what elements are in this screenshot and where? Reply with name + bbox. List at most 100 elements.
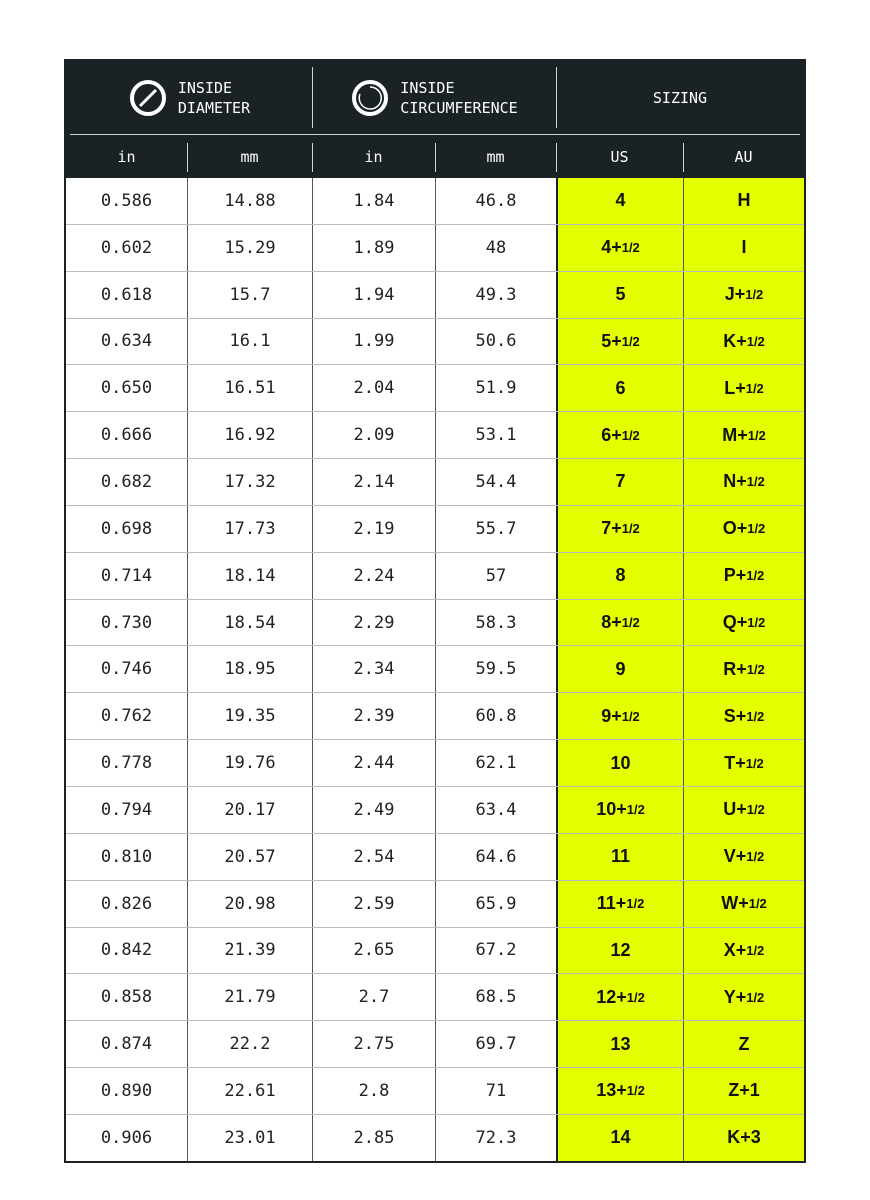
- size-fraction: 1/2: [746, 849, 765, 865]
- diameter-in-cell: 0.714: [100, 565, 153, 586]
- diameter-mm-cell: 20.98: [187, 880, 312, 927]
- table-row: 0.794 20.17 2.49 63.4 10+ 1/2 U+ 1/2: [66, 785, 804, 833]
- size-main: U+: [723, 799, 747, 820]
- circumference-in-cell: 2.14: [312, 459, 435, 505]
- circumference-mm-cell: 60.8: [435, 693, 556, 740]
- size-main: 5: [615, 284, 626, 305]
- size-fraction: 1/2: [747, 521, 766, 537]
- sizing-header: SIZING: [556, 61, 804, 134]
- size-main: 9+: [601, 705, 622, 726]
- size-main: N+: [723, 471, 747, 492]
- diameter-in-cell: 0.810: [100, 846, 153, 867]
- sizing-label: SIZING: [652, 88, 708, 107]
- size-main: 13: [610, 1033, 631, 1054]
- size-fraction: 1/2: [745, 287, 764, 303]
- circumference-in-cell: 1.84: [312, 178, 435, 224]
- diameter-in-cell: 0.698: [100, 518, 153, 539]
- size-fraction: 1/2: [746, 708, 765, 724]
- size-main: R+: [723, 658, 747, 679]
- size-main: 8+: [601, 612, 622, 633]
- au-size-cell: R+ 1/2: [683, 646, 804, 693]
- diameter-in-cell: 0.746: [100, 659, 153, 680]
- circumference-in-cell: 2.24: [312, 552, 435, 599]
- us-size-cell: 6+ 1/2: [556, 412, 683, 459]
- circumference-mm-cell: 46.8: [435, 178, 556, 224]
- table-row: 0.874 22.2 2.75 69.7 13 Z: [66, 1020, 804, 1068]
- au-size-cell: Y+ 1/2: [683, 974, 804, 1021]
- us-size-cell: 13: [556, 1021, 683, 1068]
- au-size-cell: J+ 1/2: [683, 271, 804, 318]
- diameter-in-cell: 0.842: [100, 940, 153, 961]
- diameter-in-cell: 0.826: [100, 893, 153, 914]
- size-main: K+3: [727, 1127, 761, 1148]
- table-body: 0.586 14.88 1.84 46.8 4 H 0.602 15.29 1.89 48 4+ 1/…: [66, 178, 804, 1161]
- size-main: 11: [610, 846, 631, 867]
- size-main: 10: [610, 752, 631, 773]
- table-row: 0.586 14.88 1.84 46.8 4 H: [66, 178, 804, 224]
- us-size-cell: 12+ 1/2: [556, 974, 683, 1021]
- header-line: CIRCUMFERENCE: [400, 98, 518, 117]
- size-main: X+: [723, 939, 747, 960]
- diameter-in-cell: 0.762: [100, 706, 153, 727]
- circumference-in-cell: 2.34: [312, 646, 435, 693]
- inside-circumference-header: INSIDE CIRCUMFERENCE: [312, 61, 556, 134]
- header-line: INSIDE: [400, 78, 455, 97]
- au-size-cell: O+ 1/2: [683, 505, 804, 552]
- us-size-cell: 7+ 1/2: [556, 505, 683, 552]
- unit-header: in: [312, 135, 435, 178]
- us-size-cell: 12: [556, 927, 683, 974]
- us-size-cell: 11: [556, 833, 683, 880]
- circumference-mm-cell: 49.3: [435, 271, 556, 318]
- size-fraction: 1/2: [746, 568, 765, 584]
- size-main: 12: [610, 939, 631, 960]
- size-main: W+: [721, 893, 749, 914]
- au-size-cell: I: [683, 224, 804, 271]
- table-row: 0.634 16.1 1.99 50.6 5+ 1/2 K+ 1/2: [66, 317, 804, 365]
- inside-diameter-header: INSIDE DIAMETER: [66, 61, 312, 134]
- diameter-in-cell: 0.778: [100, 753, 153, 774]
- size-main: S+: [723, 705, 747, 726]
- size-main: P+: [723, 565, 747, 586]
- size-fraction: 1/2: [747, 615, 766, 631]
- au-size-cell: Q+ 1/2: [683, 599, 804, 646]
- size-fraction: 1/2: [626, 1083, 645, 1099]
- au-size-cell: K+3: [683, 1114, 804, 1161]
- us-size-cell: 6: [556, 365, 683, 412]
- circumference-mm-cell: 58.3: [435, 599, 556, 646]
- au-size-cell: Z: [683, 1021, 804, 1068]
- circumference-in-cell: 2.59: [312, 880, 435, 927]
- size-main: 4+: [601, 237, 622, 258]
- diameter-in-cell: 0.682: [100, 471, 153, 492]
- circumference-mm-cell: 71: [435, 1068, 556, 1114]
- table-row: 0.762 19.35 2.39 60.8 9+ 1/2 S+ 1/2: [66, 692, 804, 740]
- size-main: 11+: [596, 893, 627, 914]
- au-size-cell: H: [683, 178, 804, 224]
- circumference-in-cell: 1.99: [312, 318, 435, 365]
- table-row: 0.714 18.14 2.24 57 8 P+ 1/2: [66, 551, 804, 599]
- circumference-in-cell: 2.09: [312, 412, 435, 459]
- size-main: K+: [723, 330, 747, 351]
- diameter-mm-cell: 15.7: [187, 271, 312, 318]
- size-fraction: 1/2: [745, 380, 764, 396]
- circumference-mm-cell: 64.6: [435, 833, 556, 880]
- au-size-cell: P+ 1/2: [683, 552, 804, 599]
- diameter-mm-cell: 18.95: [187, 646, 312, 693]
- circumference-in-cell: 2.7: [312, 974, 435, 1021]
- circumference-in-cell: 1.89: [312, 224, 435, 271]
- table-row: 0.826 20.98 2.59 65.9 11+ 1/2 W+ 1/2: [66, 879, 804, 927]
- au-size-cell: S+ 1/2: [683, 693, 804, 740]
- table-row: 0.602 15.29 1.89 48 4+ 1/2 I: [66, 223, 804, 271]
- size-main: 9: [615, 658, 626, 679]
- size-main: L+: [724, 377, 746, 398]
- diameter-mm-cell: 16.1: [187, 318, 312, 365]
- size-main: 12+: [596, 986, 627, 1007]
- size-fraction: 1/2: [621, 427, 640, 443]
- circumference-in-cell: 2.19: [312, 505, 435, 552]
- us-size-cell: 4+ 1/2: [556, 224, 683, 271]
- circumference-mm-cell: 67.2: [435, 927, 556, 974]
- diameter-circle-icon: [129, 79, 166, 116]
- us-size-cell: 4: [556, 178, 683, 224]
- us-size-cell: 14: [556, 1114, 683, 1161]
- size-fraction: 1/2: [746, 942, 765, 958]
- circumference-mm-cell: 63.4: [435, 786, 556, 833]
